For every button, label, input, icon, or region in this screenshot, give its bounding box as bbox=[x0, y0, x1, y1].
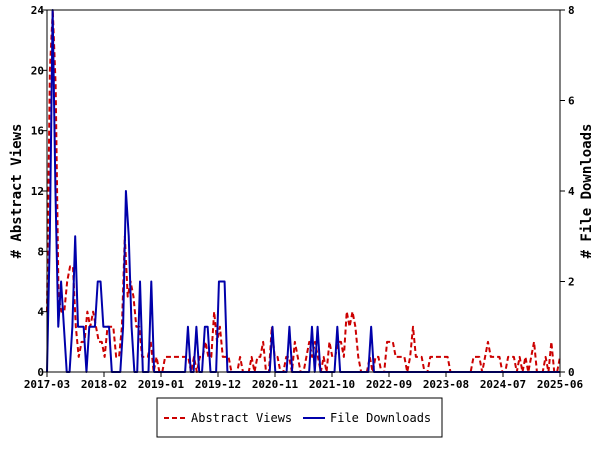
y-left-tick-label: 12 bbox=[31, 185, 44, 198]
series-line-file-downloads bbox=[46, 9, 560, 373]
legend-label-file-downloads: File Downloads bbox=[330, 411, 431, 425]
y-right-tick-label: 8 bbox=[568, 4, 575, 17]
x-tick-label: 2018-02 bbox=[81, 378, 127, 391]
x-tick-label: 2025-06 bbox=[537, 378, 584, 391]
y-right-tick-label: 0 bbox=[568, 366, 575, 379]
y-left-tick-label: 4 bbox=[37, 306, 44, 319]
plot-lines bbox=[46, 9, 561, 373]
x-tick-label: 2019-12 bbox=[195, 378, 241, 391]
y-left-tick-label: 8 bbox=[37, 245, 44, 258]
x-tick-label: 2020-11 bbox=[252, 378, 299, 391]
y-axis-left-title: # Abstract Views bbox=[9, 124, 25, 259]
y-left-tick-label: 0 bbox=[37, 366, 44, 379]
y-right-tick-label: 6 bbox=[568, 95, 575, 108]
y-right-tick-label: 4 bbox=[568, 185, 575, 198]
x-tick-label: 2023-08 bbox=[423, 378, 469, 391]
y-axis-right-title: # File Downloads bbox=[579, 124, 595, 259]
y-axis-right: 0 2 4 6 8 bbox=[560, 4, 575, 379]
y-right-tick-label: 2 bbox=[568, 276, 575, 289]
y-left-tick-label: 16 bbox=[31, 125, 45, 138]
y-left-tick-label: 20 bbox=[31, 64, 44, 77]
legend: Abstract Views File Downloads bbox=[156, 397, 443, 438]
x-tick-label: 2017-03 bbox=[24, 378, 70, 391]
legend-box bbox=[156, 397, 443, 438]
y-axis-left: 0 4 8 12 16 20 24 bbox=[31, 4, 47, 379]
x-tick-label: 2019-01 bbox=[138, 378, 185, 391]
x-axis: 2017-03 2018-02 2019-01 2019-12 2020-11 2021-… bbox=[24, 372, 584, 391]
x-tick-label: 2022-09 bbox=[366, 378, 412, 391]
y-left-tick-label: 24 bbox=[31, 4, 45, 17]
x-tick-label: 2021-10 bbox=[309, 378, 355, 391]
x-tick-label: 2024-07 bbox=[480, 378, 526, 391]
legend-label-abstract-views: Abstract Views bbox=[191, 411, 292, 425]
